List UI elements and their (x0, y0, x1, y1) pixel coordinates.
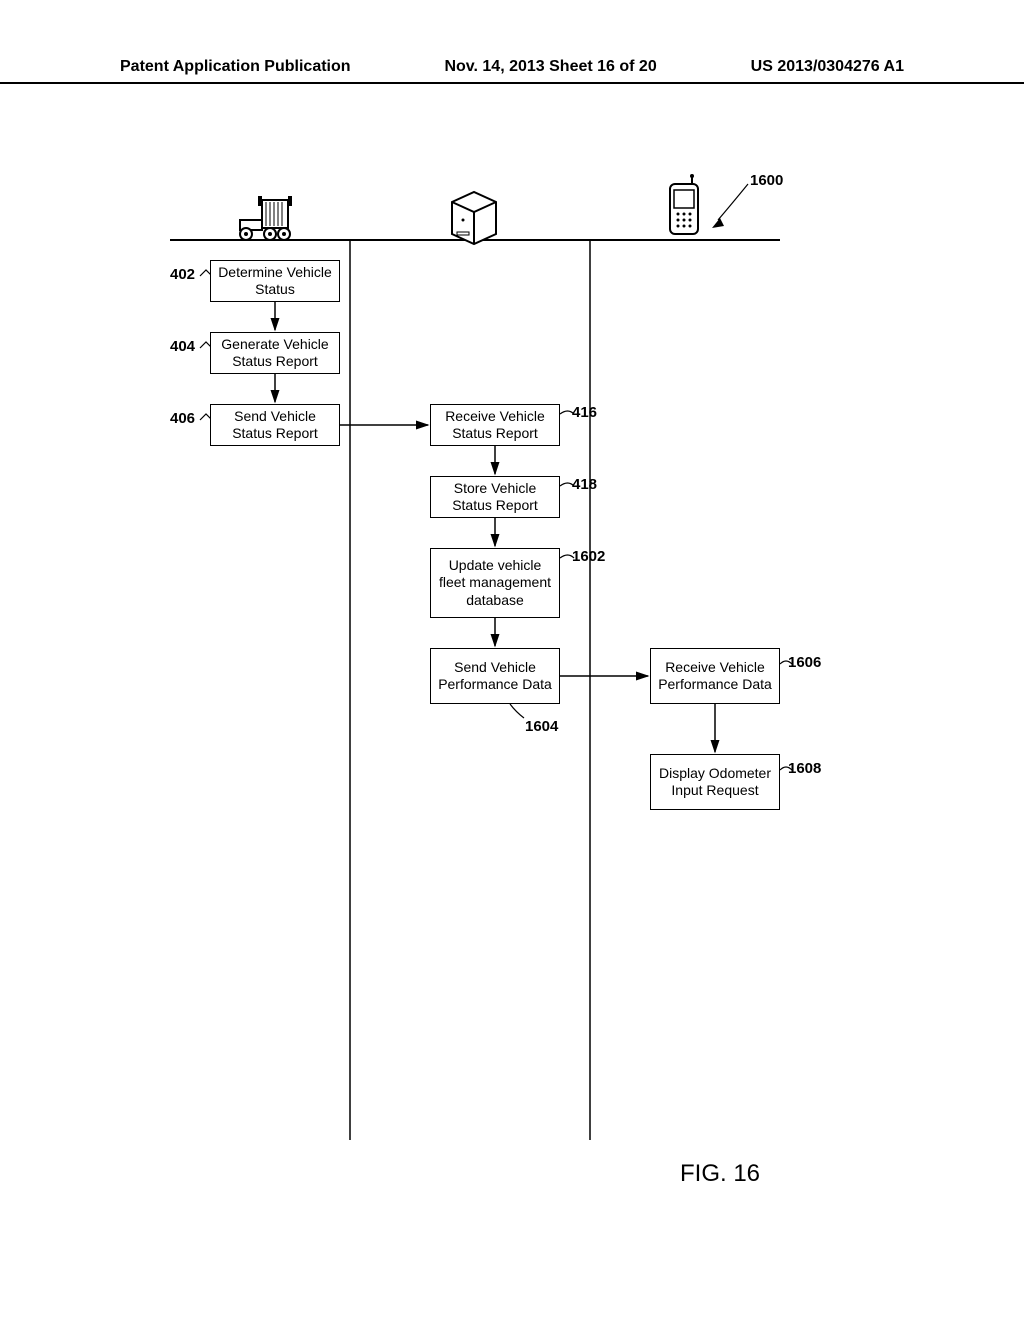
ref-404: 404 (170, 338, 195, 355)
box-1608: Display Odometer Input Request (650, 754, 780, 810)
header-center: Nov. 14, 2013 Sheet 16 of 20 (444, 58, 656, 76)
ref-label: 402 (170, 266, 195, 283)
ref-label: 1602 (572, 548, 605, 565)
header-row: Patent Application Publication Nov. 14, … (0, 58, 1024, 76)
ref-label: 406 (170, 410, 195, 427)
ref-label: 416 (572, 404, 597, 421)
ref-1604: 1604 (525, 718, 558, 735)
box-label: Determine Vehicle Status (215, 264, 335, 299)
box-label: Update vehicle fleet management database (435, 557, 555, 610)
box-402: Determine Vehicle Status (210, 260, 340, 302)
figure-label: FIG. 16 (680, 1160, 760, 1188)
ref-label: 404 (170, 338, 195, 355)
ref-label: 1604 (525, 718, 558, 735)
figure-label-text: FIG. 16 (680, 1160, 760, 1187)
box-label: Display Odometer Input Request (655, 765, 775, 800)
page-header: Patent Application Publication Nov. 14, … (0, 58, 1024, 84)
ref-label: 418 (572, 476, 597, 493)
ref-1600: 1600 (750, 172, 783, 189)
box-label: Receive Vehicle Status Report (435, 408, 555, 443)
box-1604: Send Vehicle Performance Data (430, 648, 560, 704)
header-left: Patent Application Publication (120, 58, 351, 76)
box-416: Receive Vehicle Status Report (430, 404, 560, 446)
ref-label: 1608 (788, 760, 821, 777)
box-406: Send Vehicle Status Report (210, 404, 340, 446)
box-404: Generate Vehicle Status Report (210, 332, 340, 374)
ref-1606: 1606 (788, 654, 821, 671)
ref-1608: 1608 (788, 760, 821, 777)
ref-418: 418 (572, 476, 597, 493)
page: Patent Application Publication Nov. 14, … (0, 0, 1024, 1320)
box-418: Store Vehicle Status Report (430, 476, 560, 518)
ref-406: 406 (170, 410, 195, 427)
ref-label: 1600 (750, 172, 783, 189)
ref-416: 416 (572, 404, 597, 421)
box-1602: Update vehicle fleet management database (430, 548, 560, 618)
swimlane-diagram: Determine Vehicle Status Generate Vehicl… (130, 160, 900, 1160)
box-1606: Receive Vehicle Performance Data (650, 648, 780, 704)
box-label: Store Vehicle Status Report (435, 480, 555, 515)
ref-402: 402 (170, 266, 195, 283)
ref-1602: 1602 (572, 548, 605, 565)
ref-label: 1606 (788, 654, 821, 671)
box-label: Send Vehicle Performance Data (435, 659, 555, 694)
header-right: US 2013/0304276 A1 (751, 58, 904, 76)
box-label: Generate Vehicle Status Report (215, 336, 335, 371)
box-label: Send Vehicle Status Report (215, 408, 335, 443)
box-label: Receive Vehicle Performance Data (655, 659, 775, 694)
